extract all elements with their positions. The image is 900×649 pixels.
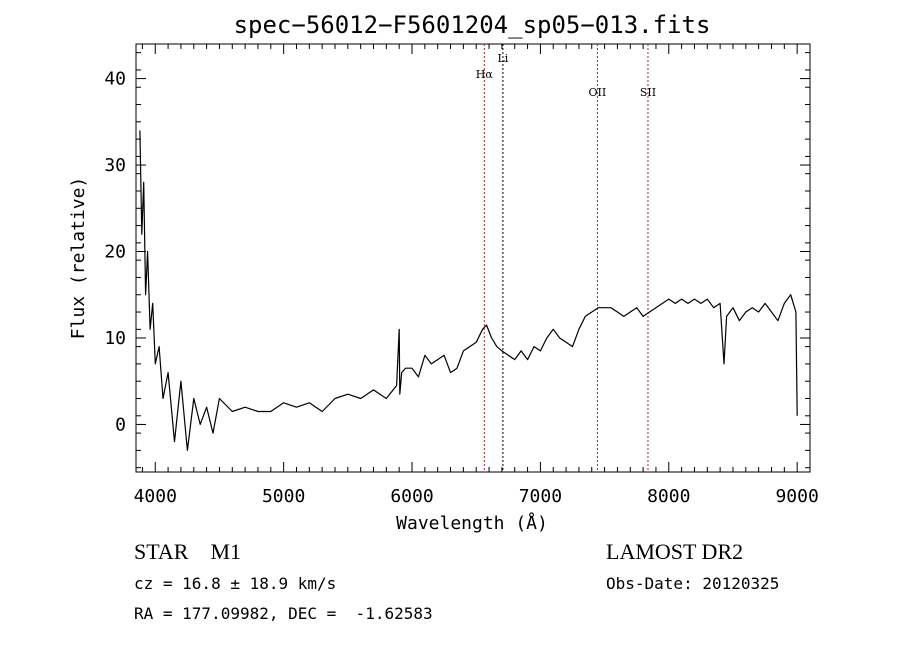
coordinates-text: RA = 177.09982, DEC = -1.62583 — [134, 604, 433, 623]
x-tick-label: 6000 — [390, 486, 433, 507]
survey-label: LAMOST DR2 — [606, 539, 744, 564]
x-axis-ticks: 4000 5000 6000 7000 8000 9000 — [134, 44, 819, 507]
redshift-text: cz = 16.8 ± 18.9 km/s — [134, 574, 337, 593]
y-tick-label: 20 — [104, 242, 126, 263]
chart-title: spec−56012−F5601204_sp05−013.fits — [234, 11, 711, 39]
x-tick-label: 8000 — [647, 486, 690, 507]
y-axis-ticks: 0 10 20 30 40 — [104, 52, 810, 469]
ref-line-label: Li — [497, 52, 508, 65]
y-tick-label: 40 — [104, 69, 126, 90]
ref-line-label: OII — [589, 86, 607, 99]
y-tick-label: 0 — [115, 414, 126, 435]
ref-line-label: Hα — [476, 68, 494, 81]
object-class-label: STAR M1 — [134, 539, 242, 564]
plot-frame — [135, 43, 811, 473]
y-tick-label: 10 — [104, 328, 126, 349]
y-axis-label: Flux (relative) — [68, 177, 89, 340]
y-tick-label: 30 — [104, 155, 126, 176]
obs-date-text: Obs-Date: 20120325 — [606, 574, 780, 593]
series-group — [139, 130, 798, 451]
x-axis-label: Wavelength (Å) — [396, 512, 548, 534]
x-tick-label: 9000 — [775, 486, 818, 507]
x-tick-label: 7000 — [519, 486, 562, 507]
x-tick-label: 5000 — [262, 486, 305, 507]
x-tick-label: 4000 — [134, 486, 177, 507]
spectrum-line — [139, 130, 798, 451]
ref-line-label: SII — [640, 86, 656, 99]
